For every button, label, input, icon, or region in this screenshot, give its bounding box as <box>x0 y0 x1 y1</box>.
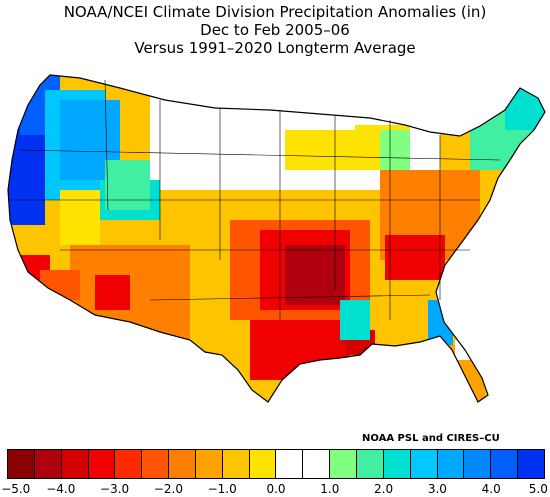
colorbar-swatch <box>437 450 465 478</box>
colorbar-swatch <box>249 450 277 478</box>
colorbar <box>7 449 545 479</box>
map-subtitle-baseline: Versus 1991–2020 Longterm Average <box>134 39 416 57</box>
us-climate-division-map <box>7 74 546 403</box>
colorbar-swatch <box>169 450 196 478</box>
colorbar-tick-label: 5.0 <box>528 482 548 496</box>
colorbar-tick-label: −3.0 <box>100 482 130 496</box>
precipitation-anomaly-fill <box>8 75 545 402</box>
colorbar-swatch <box>410 450 438 478</box>
colorbar-swatch <box>383 450 411 478</box>
colorbar-swatch <box>491 450 519 478</box>
colorbar-swatch <box>8 450 35 478</box>
colorbar-swatch <box>222 450 250 478</box>
colorbar-tick-label: 0.0 <box>266 482 286 496</box>
colorbar-tick-label: 2.0 <box>374 482 394 496</box>
colorbar-tick-label: 1.0 <box>320 482 340 496</box>
colorbar-swatch <box>276 450 304 478</box>
colorbar-swatch <box>88 450 116 478</box>
colorbar-ticks: −5.0 −4.0 −3.0 −2.0 −1.0 0.0 1.0 2.0 3.0 4.0 5.0 <box>1 482 548 496</box>
colorbar-swatch <box>61 450 89 478</box>
colorbar-swatch <box>464 450 492 478</box>
state-borders <box>10 79 501 320</box>
colorbar-swatch <box>115 450 143 478</box>
colorbar-swatch <box>518 450 544 478</box>
colorbar-tick-label: −2.0 <box>153 482 183 496</box>
colorbar-swatch <box>303 450 331 478</box>
colorbar-tick-label: 3.0 <box>427 482 447 496</box>
colorbar-tick-label: −1.0 <box>207 482 237 496</box>
map-title: NOAA/NCEI Climate Division Precipitation… <box>63 3 487 21</box>
colorbar-tick-label: −4.0 <box>46 482 76 496</box>
colorbar-swatch <box>356 450 384 478</box>
data-credit: NOAA PSL and CIRES–CU <box>362 433 500 444</box>
colorbar-swatch <box>34 450 62 478</box>
colorbar-swatch <box>142 450 170 478</box>
colorbar-swatch <box>330 450 357 478</box>
colorbar-swatch <box>195 450 223 478</box>
colorbar-tick-label: 4.0 <box>481 482 501 496</box>
map-subtitle-period: Dec to Feb 2005–06 <box>200 21 350 39</box>
colorbar-tick-label: −5.0 <box>1 482 31 496</box>
